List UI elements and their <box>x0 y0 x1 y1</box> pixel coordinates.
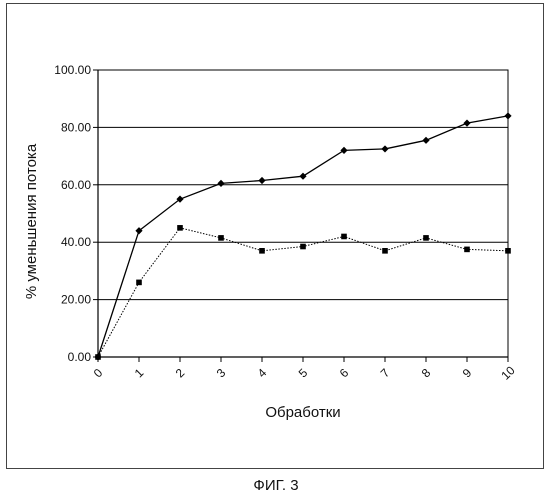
series-1-point-10 <box>504 112 511 119</box>
series-1-point-6 <box>340 147 347 154</box>
y-tick-label-0: 0.00 <box>68 350 92 364</box>
series-2-point-9 <box>464 247 470 253</box>
x-tick-label-4: 4 <box>255 365 270 380</box>
figure-caption: ФИГ. 3 <box>0 477 552 494</box>
x-tick-label-1: 1 <box>132 365 147 380</box>
series-2-point-10 <box>505 248 511 254</box>
line-chart: 0.00 20.00 40.00 60.00 80.00 100.00 0 1 2 3 4 5 6 7 8 9… <box>7 4 543 468</box>
x-tick-label-3: 3 <box>214 365 229 380</box>
series-2-point-1 <box>136 280 142 286</box>
series-1-point-7 <box>381 145 388 152</box>
series-2-point-5 <box>300 244 306 250</box>
y-tick-label-2: 40.00 <box>61 235 91 249</box>
series-1-point-9 <box>463 119 470 126</box>
x-tick-label-2: 2 <box>173 365 188 380</box>
x-tick-label-6: 6 <box>337 365 352 380</box>
x-tick-label-9: 9 <box>460 365 475 380</box>
series-1-point-3 <box>217 180 224 187</box>
series-2-point-6 <box>341 234 347 240</box>
plot-area <box>98 70 508 357</box>
series-2-point-0 <box>95 354 101 360</box>
chart-frame: 0.00 20.00 40.00 60.00 80.00 100.00 0 1 2 3 4 5 6 7 8 9… <box>6 3 544 469</box>
series-2-point-4 <box>259 248 265 254</box>
x-axis-title: Обработки <box>265 404 340 421</box>
y-tick-label-3: 60.00 <box>61 178 91 192</box>
y-tick-label-5: 100.00 <box>54 63 91 77</box>
series-1-point-5 <box>299 173 306 180</box>
series-1-point-8 <box>422 137 429 144</box>
y-tick-label-1: 20.00 <box>61 293 91 307</box>
series-1-point-4 <box>258 177 265 184</box>
x-tick-label-5: 5 <box>296 365 311 380</box>
x-tick-label-10: 10 <box>498 363 518 383</box>
x-tick-label-0: 0 <box>91 365 106 380</box>
series-2-point-8 <box>423 235 429 241</box>
series-2-point-2 <box>177 225 183 231</box>
series-2-point-7 <box>382 248 388 254</box>
y-axis-title: % уменьшения потока <box>23 143 40 299</box>
series-2-point-3 <box>218 235 224 241</box>
x-tick-label-8: 8 <box>419 365 434 380</box>
y-tick-label-4: 80.00 <box>61 120 91 134</box>
series-1-line <box>98 116 508 357</box>
x-tick-label-7: 7 <box>378 365 393 380</box>
